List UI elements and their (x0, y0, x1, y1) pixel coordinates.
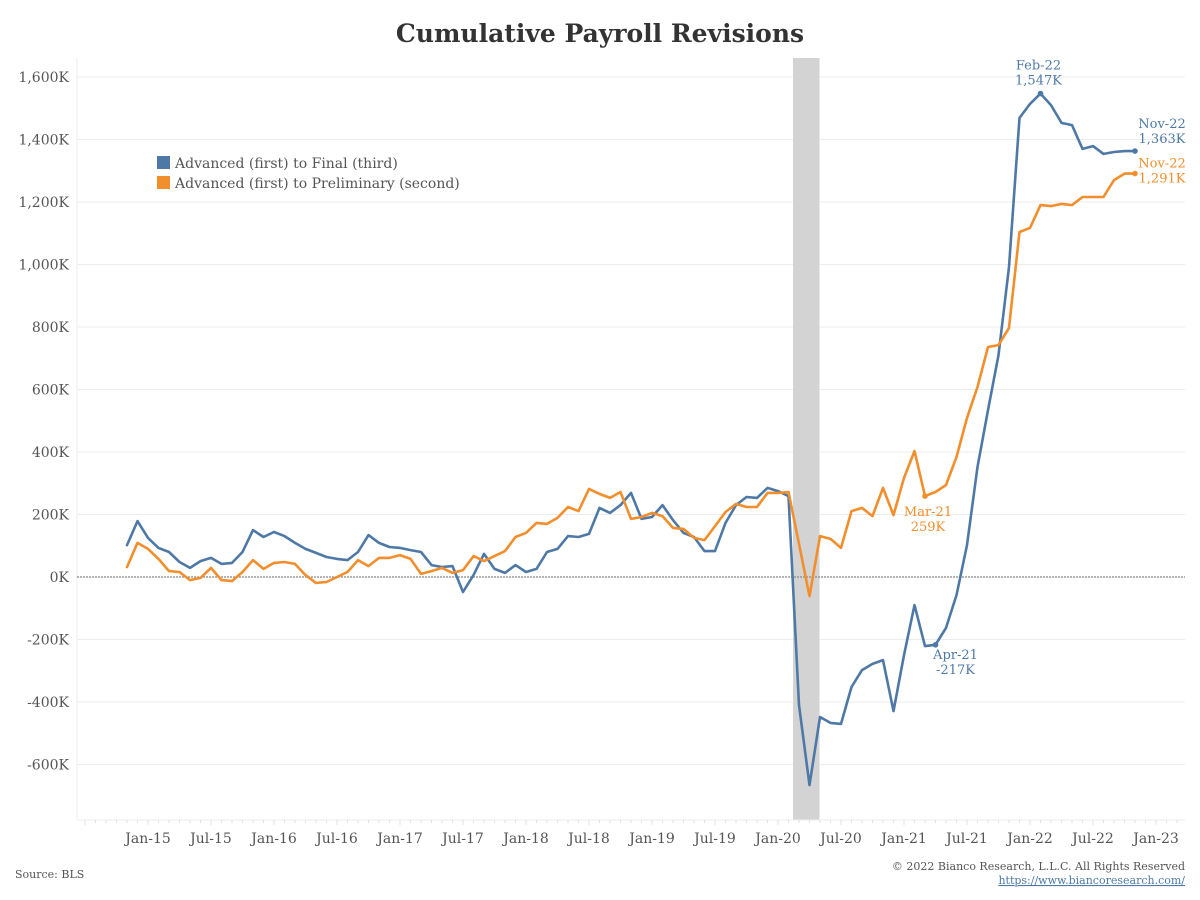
x-tick-label: Jan-23 (1131, 831, 1179, 847)
annotation-value: 1,363K (1139, 132, 1186, 147)
y-tick-label: 600K (32, 383, 70, 399)
legend: Advanced (first) to Final (third) Advanc… (157, 156, 460, 192)
x-tick-label: Jan-22 (1005, 831, 1053, 847)
x-tick-label: Jul-20 (818, 831, 862, 847)
x-tick-label: Jul-15 (188, 831, 232, 847)
legend-swatch-final (157, 156, 170, 169)
x-tick-label: Jul-21 (944, 831, 988, 847)
x-tick-label: Jan-20 (753, 831, 801, 847)
legend-label-final: Advanced (first) to Final (third) (174, 156, 398, 172)
annotation-date: Feb-22 (1016, 59, 1061, 74)
x-axis: Jan-15 Jul-15 Jan-16 Jul-16 Jan-17 Jul-17 Jan-… (123, 831, 1179, 847)
source-note: Source: BLS (15, 868, 84, 881)
annotation-value: 1,291K (1139, 172, 1186, 187)
x-tick-label: Jan-17 (375, 831, 423, 847)
x-tick-label: Jul-16 (314, 831, 358, 847)
annotation-value: 1,547K (1015, 74, 1062, 89)
y-tick-label: 200K (32, 508, 70, 524)
annotation-marker (1132, 148, 1138, 154)
y-tick-label: -400K (27, 695, 69, 711)
chart-title: Cumulative Payroll Revisions (396, 19, 804, 48)
x-tick-label: Jul-17 (440, 831, 484, 847)
x-tick-label: Jul-18 (566, 831, 610, 847)
series-line-final (125, 92, 1137, 787)
y-tick-label: -200K (27, 633, 69, 649)
annotation-marker (1037, 90, 1044, 97)
annotation-marker (932, 642, 939, 648)
annotation-date: Apr-21 (932, 648, 978, 663)
y-tick-label: 800K (32, 320, 70, 336)
y-tick-label: 400K (32, 445, 70, 461)
grid (77, 76, 1185, 765)
y-axis: -600K -400K -200K 0K 200K 400K 600K 800K 1,000K 1… (18, 70, 69, 774)
annotation-marker (922, 493, 928, 499)
annotation-date: Nov-22 (1138, 157, 1185, 172)
x-tick-label: Jan-21 (879, 831, 927, 847)
y-tick-label: 1,200K (18, 195, 69, 211)
website-link[interactable]: https://www.biancoresearch.com/ (998, 874, 1185, 887)
x-tick-label: Jan-18 (501, 831, 549, 847)
annotation-date: Nov-22 (1138, 117, 1185, 132)
y-tick-label: 1,600K (18, 70, 69, 86)
series-line-preliminary (125, 172, 1137, 598)
axes (76, 58, 1185, 825)
y-tick-label: 1,000K (18, 258, 69, 274)
recession-shading (793, 58, 820, 820)
y-tick-label: 0K (50, 570, 70, 586)
annotations: Feb-221,547KNov-221,363KNov-221,291KMar-… (904, 59, 1186, 678)
series-lines (125, 92, 1137, 787)
legend-label-preliminary: Advanced (first) to Preliminary (second) (174, 176, 460, 192)
legend-swatch-preliminary (157, 176, 170, 189)
annotation-date: Mar-21 (904, 505, 952, 520)
y-tick-label: 1,400K (18, 133, 69, 149)
x-tick-label: Jan-15 (123, 831, 171, 847)
annotation-value: 259K (911, 520, 946, 535)
x-tick-label: Jan-19 (627, 831, 675, 847)
annotation-marker (1132, 170, 1138, 177)
x-tick-label: Jul-19 (692, 831, 736, 847)
x-tick-label: Jul-22 (1070, 831, 1114, 847)
copyright-note: © 2022 Bianco Research, L.L.C. All Right… (892, 860, 1185, 873)
x-tick-label: Jan-16 (249, 831, 297, 847)
annotation-value: -217K (936, 663, 975, 678)
y-tick-label: -600K (27, 758, 69, 774)
